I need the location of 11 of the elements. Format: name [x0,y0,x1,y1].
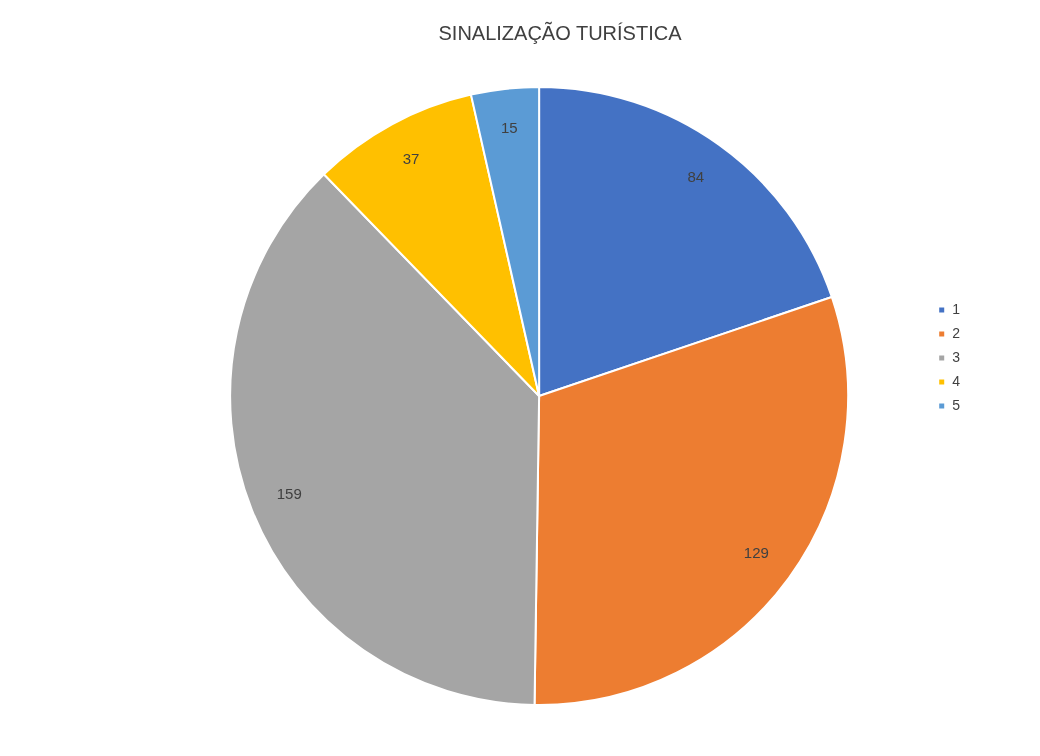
legend-label: 4 [952,372,961,389]
data-label: 159 [276,485,302,503]
chart-title: SINALIZAÇÃO TURÍSTICA [438,20,683,44]
data-label: 84 [687,167,705,185]
legend-label: 2 [952,324,961,341]
data-label: 37 [402,149,420,167]
data-label: 15 [500,118,518,136]
legend-label: 5 [952,396,961,413]
data-label: 129 [743,544,769,562]
legend-label: 3 [952,348,961,365]
legend-label: 1 [952,300,961,317]
